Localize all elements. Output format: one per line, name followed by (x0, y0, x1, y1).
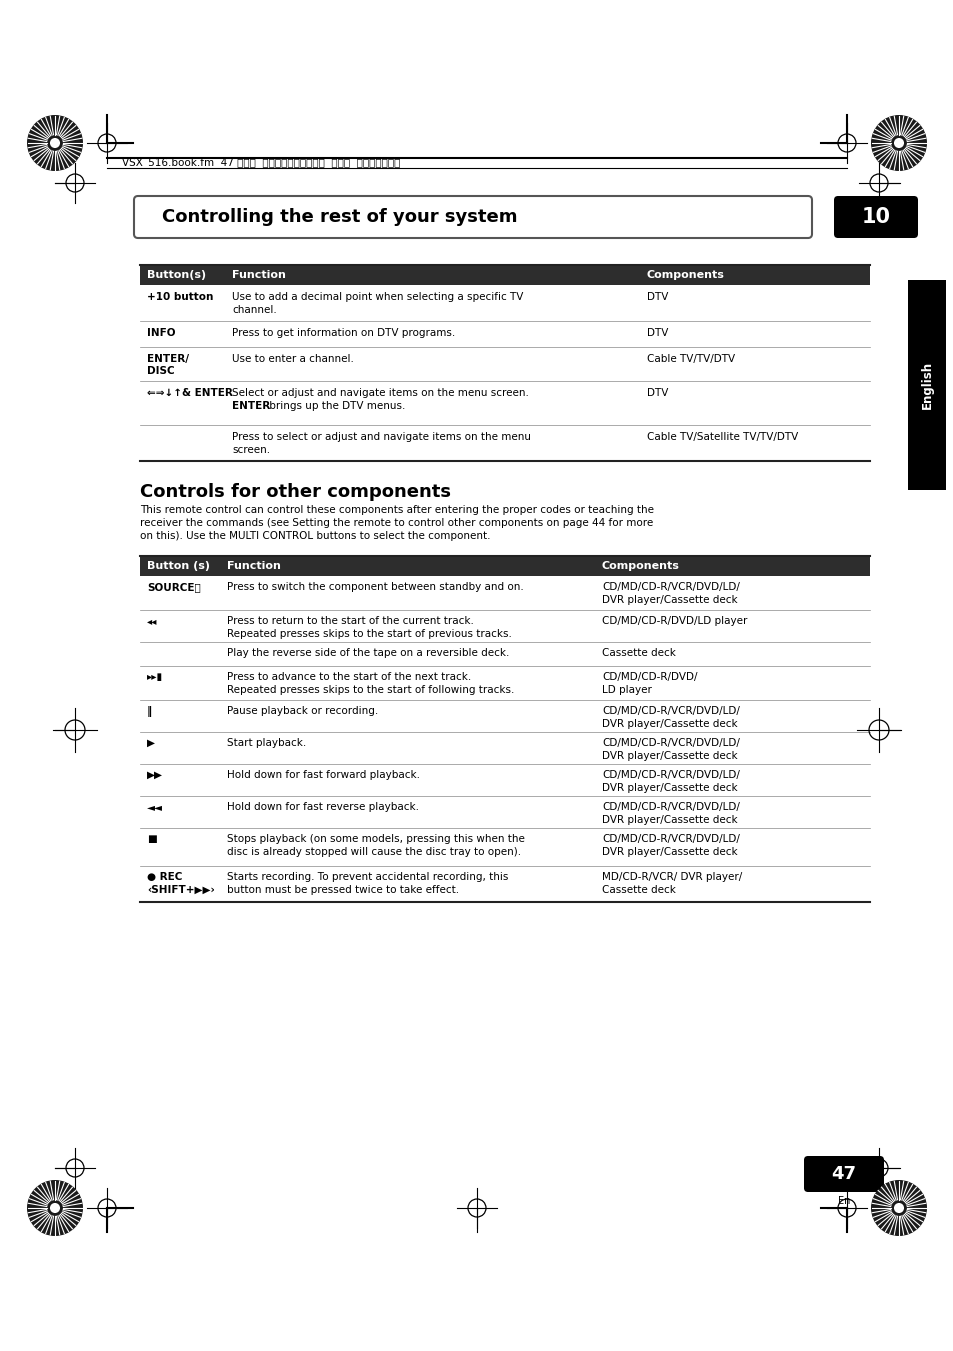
Text: Repeated presses skips to the start of previous tracks.: Repeated presses skips to the start of p… (227, 630, 512, 639)
Text: English: English (920, 361, 933, 409)
Text: CD/MD/CD-R/VCR/DVD/LD/: CD/MD/CD-R/VCR/DVD/LD/ (601, 707, 740, 716)
Text: CD/MD/CD-R/VCR/DVD/LD/: CD/MD/CD-R/VCR/DVD/LD/ (601, 802, 740, 812)
Circle shape (50, 1202, 60, 1213)
Text: Press to return to the start of the current track.: Press to return to the start of the curr… (227, 616, 474, 626)
Text: Use to add a decimal point when selecting a specific TV: Use to add a decimal point when selectin… (232, 292, 523, 303)
Text: screen.: screen. (232, 444, 270, 455)
Text: DVR player/Cassette deck: DVR player/Cassette deck (601, 784, 737, 793)
Text: ◄◄: ◄◄ (147, 802, 163, 812)
Text: Cassette deck: Cassette deck (601, 885, 675, 894)
Text: button must be pressed twice to take effect.: button must be pressed twice to take eff… (227, 885, 458, 894)
Text: Components: Components (601, 561, 679, 571)
FancyBboxPatch shape (803, 1156, 883, 1192)
Text: ‹SHIFT+▶▶›: ‹SHIFT+▶▶› (147, 885, 214, 894)
Text: Select or adjust and navigate items on the menu screen.: Select or adjust and navigate items on t… (232, 388, 528, 399)
Text: on this). Use the MULTI CONTROL buttons to select the component.: on this). Use the MULTI CONTROL buttons … (140, 531, 490, 540)
Text: 10: 10 (861, 207, 889, 227)
Text: ◂◂: ◂◂ (147, 616, 157, 626)
Circle shape (893, 138, 903, 149)
Text: ENTER/
DISC: ENTER/ DISC (147, 354, 189, 376)
Text: VSX_516.book.fm  47 ページ  ２００６年２月２１日  火曜日  午後４時５２分: VSX_516.book.fm 47 ページ ２００６年２月２１日 火曜日 午後… (122, 158, 400, 169)
Circle shape (50, 138, 60, 149)
Text: Repeated presses skips to the start of following tracks.: Repeated presses skips to the start of f… (227, 685, 514, 694)
Text: ⇐⇒↓↑& ENTER: ⇐⇒↓↑& ENTER (147, 388, 233, 399)
Text: Hold down for fast reverse playback.: Hold down for fast reverse playback. (227, 802, 418, 812)
Text: CD/MD/CD-R/VCR/DVD/LD/: CD/MD/CD-R/VCR/DVD/LD/ (601, 738, 740, 748)
Text: Starts recording. To prevent accidental recording, this: Starts recording. To prevent accidental … (227, 871, 508, 882)
Text: Components: Components (646, 270, 724, 280)
Text: Press to switch the component between standby and on.: Press to switch the component between st… (227, 582, 523, 592)
Text: ■: ■ (147, 834, 156, 844)
Text: DTV: DTV (646, 292, 668, 303)
Text: DVR player/Cassette deck: DVR player/Cassette deck (601, 847, 737, 857)
Text: ▶: ▶ (147, 738, 154, 748)
Text: CD/MD/CD-R/VCR/DVD/LD/: CD/MD/CD-R/VCR/DVD/LD/ (601, 770, 740, 780)
Text: Use to enter a channel.: Use to enter a channel. (232, 354, 354, 363)
Text: DVR player/Cassette deck: DVR player/Cassette deck (601, 815, 737, 825)
Circle shape (27, 115, 83, 172)
Text: SOURCE⏻: SOURCE⏻ (147, 582, 200, 592)
Bar (140, 265, 869, 285)
Circle shape (893, 1202, 903, 1213)
FancyBboxPatch shape (133, 196, 811, 238)
Text: En: En (837, 1196, 849, 1206)
Text: disc is already stopped will cause the disc tray to open).: disc is already stopped will cause the d… (227, 847, 520, 857)
Text: Press to select or adjust and navigate items on the menu: Press to select or adjust and navigate i… (232, 432, 531, 442)
Text: Controlling the rest of your system: Controlling the rest of your system (162, 208, 517, 226)
Text: +10 button: +10 button (147, 292, 213, 303)
Circle shape (27, 1179, 83, 1236)
Text: receiver the commands (see Setting the remote to control other components on pag: receiver the commands (see Setting the r… (140, 517, 653, 528)
Text: Button (s): Button (s) (147, 561, 210, 571)
Text: Cassette deck: Cassette deck (601, 648, 675, 658)
Text: Play the reverse side of the tape on a reversible deck.: Play the reverse side of the tape on a r… (227, 648, 509, 658)
Bar (140, 557, 869, 576)
Text: DVR player/Cassette deck: DVR player/Cassette deck (601, 594, 737, 605)
Text: This remote control can control these components after entering the proper codes: This remote control can control these co… (140, 505, 654, 515)
Text: CD/MD/CD-R/VCR/DVD/LD/: CD/MD/CD-R/VCR/DVD/LD/ (601, 834, 740, 844)
Text: ▸▸▮: ▸▸▮ (147, 671, 163, 682)
Text: CD/MD/CD-R/VCR/DVD/LD/: CD/MD/CD-R/VCR/DVD/LD/ (601, 582, 740, 592)
Text: ● REC: ● REC (147, 871, 182, 882)
Text: Function: Function (227, 561, 280, 571)
Text: Function: Function (232, 270, 286, 280)
Text: ▶▶: ▶▶ (147, 770, 163, 780)
Circle shape (870, 115, 926, 172)
Text: CD/MD/CD-R/DVD/: CD/MD/CD-R/DVD/ (601, 671, 697, 682)
FancyBboxPatch shape (833, 196, 917, 238)
Text: CD/MD/CD-R/DVD/LD player: CD/MD/CD-R/DVD/LD player (601, 616, 746, 626)
Text: ‖: ‖ (147, 707, 152, 717)
Text: Pause playback or recording.: Pause playback or recording. (227, 707, 377, 716)
Text: Start playback.: Start playback. (227, 738, 306, 748)
Text: channel.: channel. (232, 305, 276, 315)
Text: Cable TV/Satellite TV/TV/DTV: Cable TV/Satellite TV/TV/DTV (646, 432, 798, 442)
Text: brings up the DTV menus.: brings up the DTV menus. (266, 401, 405, 411)
Text: DTV: DTV (646, 388, 668, 399)
Text: Press to advance to the start of the next track.: Press to advance to the start of the nex… (227, 671, 471, 682)
Text: INFO: INFO (147, 328, 175, 338)
Text: Stops playback (on some models, pressing this when the: Stops playback (on some models, pressing… (227, 834, 524, 844)
Text: Hold down for fast forward playback.: Hold down for fast forward playback. (227, 770, 419, 780)
Text: Press to get information on DTV programs.: Press to get information on DTV programs… (232, 328, 455, 338)
Text: DTV: DTV (646, 328, 668, 338)
Text: Button(s): Button(s) (147, 270, 206, 280)
Text: Cable TV/TV/DTV: Cable TV/TV/DTV (646, 354, 735, 363)
Text: MD/CD-R/VCR/ DVR player/: MD/CD-R/VCR/ DVR player/ (601, 871, 741, 882)
Bar (907, 280, 945, 490)
Text: Controls for other components: Controls for other components (140, 484, 451, 501)
Circle shape (870, 1179, 926, 1236)
Text: 47: 47 (831, 1165, 856, 1183)
Text: LD player: LD player (601, 685, 651, 694)
Text: DVR player/Cassette deck: DVR player/Cassette deck (601, 719, 737, 730)
Text: ENTER: ENTER (232, 401, 270, 411)
Text: DVR player/Cassette deck: DVR player/Cassette deck (601, 751, 737, 761)
